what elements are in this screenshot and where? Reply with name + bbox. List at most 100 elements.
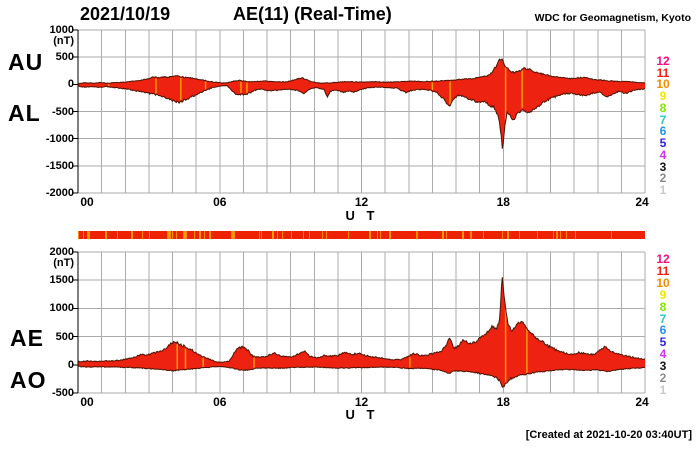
AE-AO-fill xyxy=(78,277,645,388)
bar-texture-stripe xyxy=(559,231,561,239)
bar-gap-stripe xyxy=(131,231,134,239)
station-number: 9 xyxy=(659,287,667,302)
bar-texture-stripe xyxy=(175,231,177,239)
station-number: 4 xyxy=(659,347,667,362)
bar-texture-stripe xyxy=(86,231,88,239)
x-tick-label: 18 xyxy=(496,195,510,209)
bar-texture-stripe xyxy=(194,231,196,239)
bar-texture-stripe xyxy=(416,231,418,239)
bar-texture-stripe xyxy=(321,231,323,239)
grid xyxy=(77,251,646,394)
bar-texture-stripe xyxy=(83,231,84,239)
bar-gap-stripe xyxy=(167,231,170,239)
bar-texture-stripe xyxy=(565,231,567,239)
bar-texture-stripe xyxy=(167,231,169,239)
bar-gap-stripe xyxy=(87,231,90,239)
bar-texture-stripe xyxy=(574,231,576,239)
y-tick-label: 1000 xyxy=(49,24,74,36)
station-count-scale-top: 12 11 10 9 8 7 6 5 4 3 2 1 xyxy=(652,55,674,197)
bar-texture-stripe xyxy=(442,231,444,239)
station-number: 3 xyxy=(659,359,667,374)
y-axis-unit: (nT) xyxy=(53,257,74,269)
station-count-scale-bottom: 12 11 10 9 8 7 6 5 4 3 2 1 xyxy=(652,252,674,397)
ae-ao-chart xyxy=(73,251,646,394)
station-number: 8 xyxy=(659,299,667,314)
bar-texture-stripe xyxy=(347,231,349,239)
bar-gap-stripe xyxy=(506,231,509,239)
station-number: 11 xyxy=(656,65,670,80)
station-number: 8 xyxy=(659,100,667,115)
bar-texture-stripe xyxy=(233,231,235,239)
label-al: AL xyxy=(8,100,41,126)
x-tick-label: 12 xyxy=(354,195,369,209)
bar-texture-stripe xyxy=(78,231,79,239)
label-au: AU xyxy=(8,49,44,75)
created-timestamp: [Created at 2021-10-20 03:40UT] xyxy=(525,429,692,441)
bar-texture-stripe xyxy=(290,231,292,239)
station-number: 2 xyxy=(659,371,667,386)
bar-texture-stripe xyxy=(552,231,554,239)
station-number: 1 xyxy=(659,382,667,397)
bar-texture-stripe xyxy=(325,231,327,239)
bar-texture-stripe xyxy=(260,231,262,239)
plot-title: AE(11) (Real-Time) xyxy=(233,4,392,24)
bar-texture-stripe xyxy=(204,231,206,239)
gap-stripes xyxy=(107,66,523,121)
AE-trace xyxy=(77,277,646,363)
bar-gap-stripe xyxy=(105,231,108,239)
label-ae: AE xyxy=(10,325,44,351)
bar-texture-stripe xyxy=(502,231,504,239)
bar-gap-stripe xyxy=(388,231,391,239)
bar-texture-stripe xyxy=(169,231,171,239)
bar-texture-stripe xyxy=(483,231,485,239)
bar-texture-stripe xyxy=(376,231,378,239)
bar-texture-stripe xyxy=(537,231,539,239)
x-tick-label: 06 xyxy=(213,195,227,209)
station-number: 5 xyxy=(659,335,667,350)
bar-texture-stripe xyxy=(277,231,279,239)
station-number: 10 xyxy=(656,275,670,290)
bar-texture-stripe xyxy=(259,231,261,239)
y-tick-label: 0 xyxy=(67,78,74,91)
bar-gap-stripe xyxy=(368,231,371,239)
y-tick-label: -1500 xyxy=(45,159,74,172)
bar-texture-stripe xyxy=(380,231,382,239)
y-tick-label: -2000 xyxy=(45,187,74,199)
y-axis-unit: (nT) xyxy=(53,35,74,47)
station-availability-bar xyxy=(78,231,645,239)
bar-texture-stripe xyxy=(417,231,419,239)
organization-label: WDC for Geomagnetism, Kyoto xyxy=(534,12,691,24)
bar-gap-stripe xyxy=(184,231,187,239)
station-number: 4 xyxy=(659,147,667,162)
station-number: 7 xyxy=(659,112,667,127)
x-tick-label: 06 xyxy=(213,395,227,409)
x-axis-title-bottom: U T xyxy=(345,407,379,422)
bar-gap-stripe xyxy=(271,231,274,239)
x-tick-label: 24 xyxy=(635,195,649,209)
bar-texture-stripe xyxy=(309,231,311,239)
y-tick-label: 1000 xyxy=(49,302,74,315)
y-tick-label: -1000 xyxy=(45,132,74,145)
bar-texture-stripe xyxy=(470,231,472,239)
label-ao: AO xyxy=(10,367,47,393)
x-tick-label: 18 xyxy=(496,395,510,409)
plot-date: 2021/10/19 xyxy=(80,4,171,24)
bar-gap-stripe xyxy=(462,231,465,239)
station-number: 10 xyxy=(656,77,670,92)
bar-texture-stripe xyxy=(518,231,520,239)
bar-texture-stripe xyxy=(185,231,187,239)
x-axis-title-top: U T xyxy=(345,208,379,223)
station-number: 3 xyxy=(659,159,667,174)
bar-gap-stripe xyxy=(209,231,212,239)
bar-texture-stripe xyxy=(469,231,471,239)
AU-AL-fill xyxy=(78,59,645,149)
station-number: 7 xyxy=(659,311,667,326)
gap-stripes xyxy=(176,309,528,383)
au-al-chart xyxy=(73,29,646,194)
bar-texture-stripe xyxy=(231,231,232,239)
station-number: 12 xyxy=(656,252,670,266)
y-axis xyxy=(73,29,79,194)
bar-gap-stripe xyxy=(231,231,234,239)
AU-trace xyxy=(77,58,646,85)
